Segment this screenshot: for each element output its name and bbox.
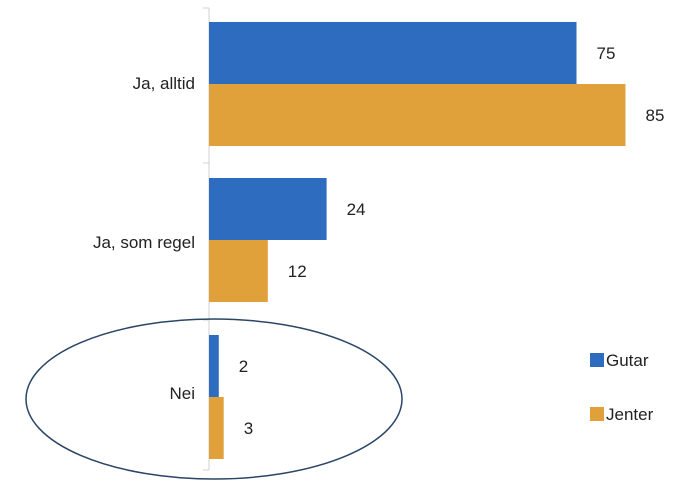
category-label: Nei <box>169 384 195 403</box>
data-label: 75 <box>597 44 616 63</box>
legend-label: Jenter <box>606 405 654 424</box>
bar-jenter-2 <box>209 397 224 459</box>
bar-jenter-0 <box>209 84 626 146</box>
category-label: Ja, alltid <box>133 74 195 93</box>
data-label: 24 <box>347 200 366 219</box>
data-label: 3 <box>244 419 253 438</box>
legend-swatch-gutar <box>590 353 604 367</box>
bar-gutar-2 <box>209 335 219 397</box>
bar-jenter-1 <box>209 240 268 302</box>
bar-gutar-0 <box>209 22 577 84</box>
data-label: 2 <box>239 357 248 376</box>
data-label: 85 <box>646 106 665 125</box>
legend-swatch-jenter <box>590 407 604 421</box>
category-label: Ja, som regel <box>93 233 195 252</box>
bar-gutar-1 <box>209 178 327 240</box>
data-label: 12 <box>288 262 307 281</box>
annotation-ellipse <box>25 318 403 480</box>
legend-label: Gutar <box>606 351 649 370</box>
